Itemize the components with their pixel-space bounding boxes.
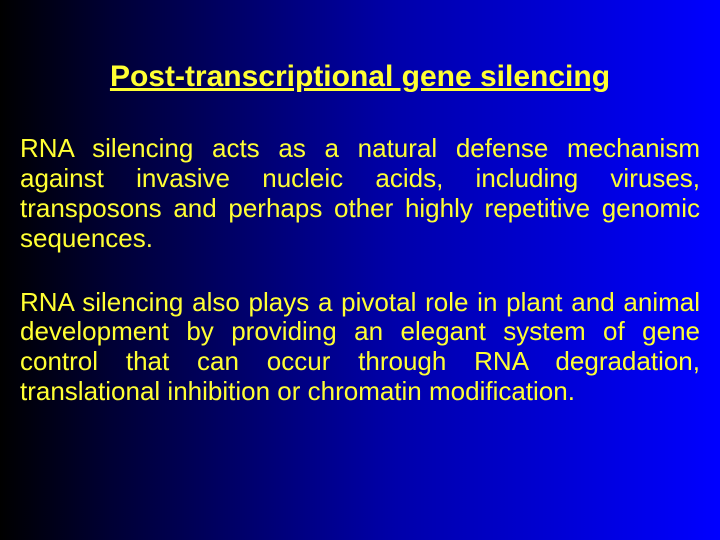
paragraph-2: RNA silencing also plays a pivotal role … (20, 288, 700, 408)
slide-title: Post-transcriptional gene silencing (20, 60, 700, 94)
slide-container: Post-transcriptional gene silencing RNA … (0, 0, 720, 540)
paragraph-1: RNA silencing acts as a natural defense … (20, 134, 700, 254)
